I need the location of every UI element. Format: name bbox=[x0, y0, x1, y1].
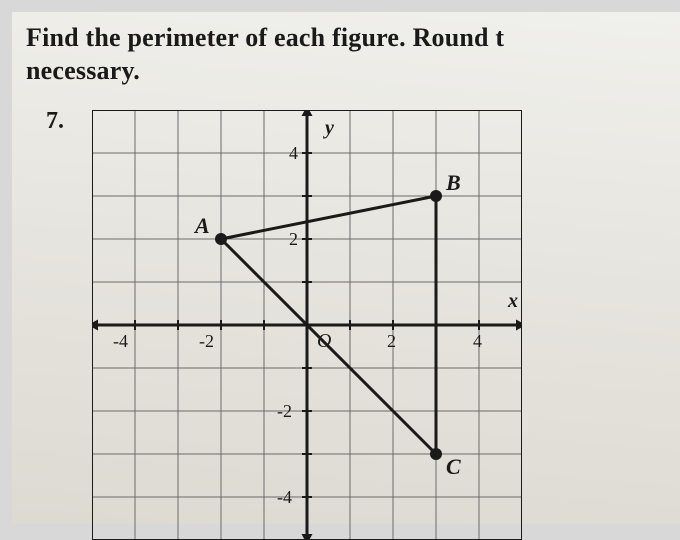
svg-text:y: y bbox=[323, 117, 334, 139]
svg-text:2: 2 bbox=[289, 229, 298, 249]
instruction-line-2: necessary. bbox=[26, 55, 680, 88]
svg-text:-2: -2 bbox=[199, 331, 214, 351]
svg-text:A: A bbox=[193, 213, 210, 238]
svg-text:-4: -4 bbox=[113, 331, 128, 351]
svg-text:-4: -4 bbox=[277, 487, 292, 507]
svg-text:x: x bbox=[507, 290, 518, 312]
svg-text:C: C bbox=[446, 454, 461, 479]
instruction-line-1: Find the perimeter of each figure. Round… bbox=[26, 22, 680, 55]
page: Find the perimeter of each figure. Round… bbox=[12, 12, 680, 524]
svg-text:-2: -2 bbox=[277, 401, 292, 421]
problem-number: 7. bbox=[46, 108, 64, 135]
svg-text:4: 4 bbox=[289, 143, 298, 163]
svg-text:B: B bbox=[445, 170, 461, 195]
svg-text:4: 4 bbox=[473, 331, 482, 351]
coordinate-graph: yxO-4-22442-2-4ABC bbox=[92, 110, 522, 540]
graph: yxO-4-22442-2-4ABC bbox=[92, 110, 522, 540]
svg-text:2: 2 bbox=[387, 331, 396, 351]
